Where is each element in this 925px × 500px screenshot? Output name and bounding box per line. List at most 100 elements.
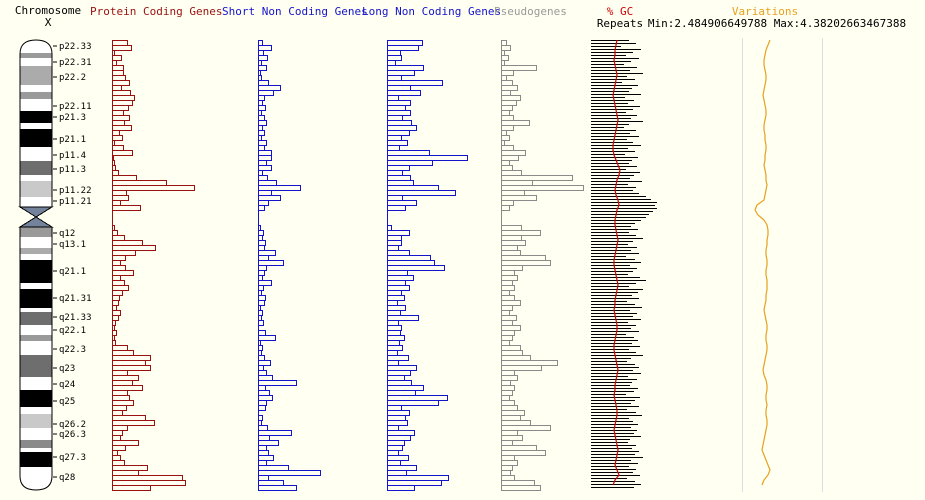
bar (258, 145, 265, 151)
bar (387, 355, 409, 361)
cytogenetic-band (20, 341, 52, 355)
bar (258, 90, 274, 96)
bar (112, 95, 135, 101)
track-title-pseudogenes: Pseudogenes (494, 5, 567, 18)
bar (112, 315, 119, 321)
bar (501, 150, 526, 156)
bar (501, 435, 523, 441)
bar (387, 260, 435, 266)
bar (387, 455, 409, 461)
bar (501, 325, 521, 331)
bar (258, 250, 276, 256)
cytogenetic-band (20, 308, 52, 312)
cytogenetic-band (20, 161, 52, 175)
bar (112, 340, 116, 346)
band-label: q28 (59, 473, 75, 483)
bar (501, 485, 541, 491)
band-label: p22.31 (59, 58, 92, 68)
cytogenetic-band (20, 85, 52, 92)
percent-gc-line (612, 39, 621, 486)
bar (258, 120, 267, 126)
bar (501, 50, 505, 56)
bar (112, 115, 130, 121)
bar (258, 165, 272, 171)
band-label: q21.31 (59, 294, 92, 304)
cytogenetic-band (20, 248, 52, 254)
track-short-non-coding-genes (258, 40, 321, 491)
bar (387, 160, 433, 166)
bar (258, 390, 270, 396)
bar (258, 190, 272, 196)
bar (387, 360, 399, 366)
bar (387, 325, 402, 331)
bar (258, 110, 262, 116)
bar (112, 370, 128, 376)
cytogenetic-band (20, 254, 52, 260)
bar (112, 75, 126, 81)
bar (258, 85, 281, 91)
band-label: p11.22 (59, 186, 92, 196)
bar (501, 335, 513, 341)
bar (112, 325, 115, 331)
bar (501, 440, 513, 446)
bar (258, 415, 263, 421)
bar (258, 425, 268, 431)
bar (387, 170, 403, 176)
bar (501, 60, 505, 66)
bar (387, 310, 401, 316)
bar (258, 45, 272, 51)
bar (112, 275, 121, 281)
band-label: q22.3 (59, 345, 86, 355)
bar (387, 440, 405, 446)
cytogenetic-band (20, 111, 52, 123)
bar (112, 300, 119, 306)
bar (112, 225, 115, 231)
band-label: p22.33 (59, 42, 92, 52)
gc-repeats-header: % GC Repeats (585, 6, 655, 30)
bar (387, 285, 410, 291)
cytogenetic-band (20, 414, 52, 428)
bar (387, 70, 415, 76)
bar (387, 480, 442, 486)
cytogenetic-band (20, 58, 52, 66)
band-label: q21.1 (59, 267, 86, 277)
bar (258, 450, 269, 456)
cytogenetic-band (20, 92, 52, 99)
bar (501, 475, 515, 481)
bar (258, 80, 269, 86)
bar (258, 140, 267, 146)
bar (258, 280, 272, 286)
bar (501, 45, 511, 51)
bar (258, 60, 262, 66)
cytogenetic-band (20, 289, 52, 308)
bar (501, 40, 507, 46)
bar (112, 125, 132, 131)
bar (387, 350, 398, 356)
bar (258, 420, 262, 426)
bar (501, 265, 523, 271)
bar (112, 155, 114, 161)
bar (112, 355, 151, 361)
bar (258, 405, 266, 411)
bar (112, 310, 121, 316)
bar (112, 245, 156, 251)
bar (112, 200, 121, 206)
bar (387, 65, 424, 71)
bar (112, 375, 139, 381)
bar (501, 365, 542, 371)
bar (501, 295, 515, 301)
bar (387, 190, 456, 196)
chromosome-label: Chromosome (14, 4, 82, 17)
bar (258, 130, 265, 136)
bar (501, 305, 513, 311)
bar (387, 250, 410, 256)
band-label: p11.4 (59, 151, 86, 161)
bar (501, 480, 535, 486)
bar (112, 400, 134, 406)
bar (387, 130, 410, 136)
bar (501, 290, 510, 296)
bar (501, 235, 522, 241)
bar (501, 340, 510, 346)
